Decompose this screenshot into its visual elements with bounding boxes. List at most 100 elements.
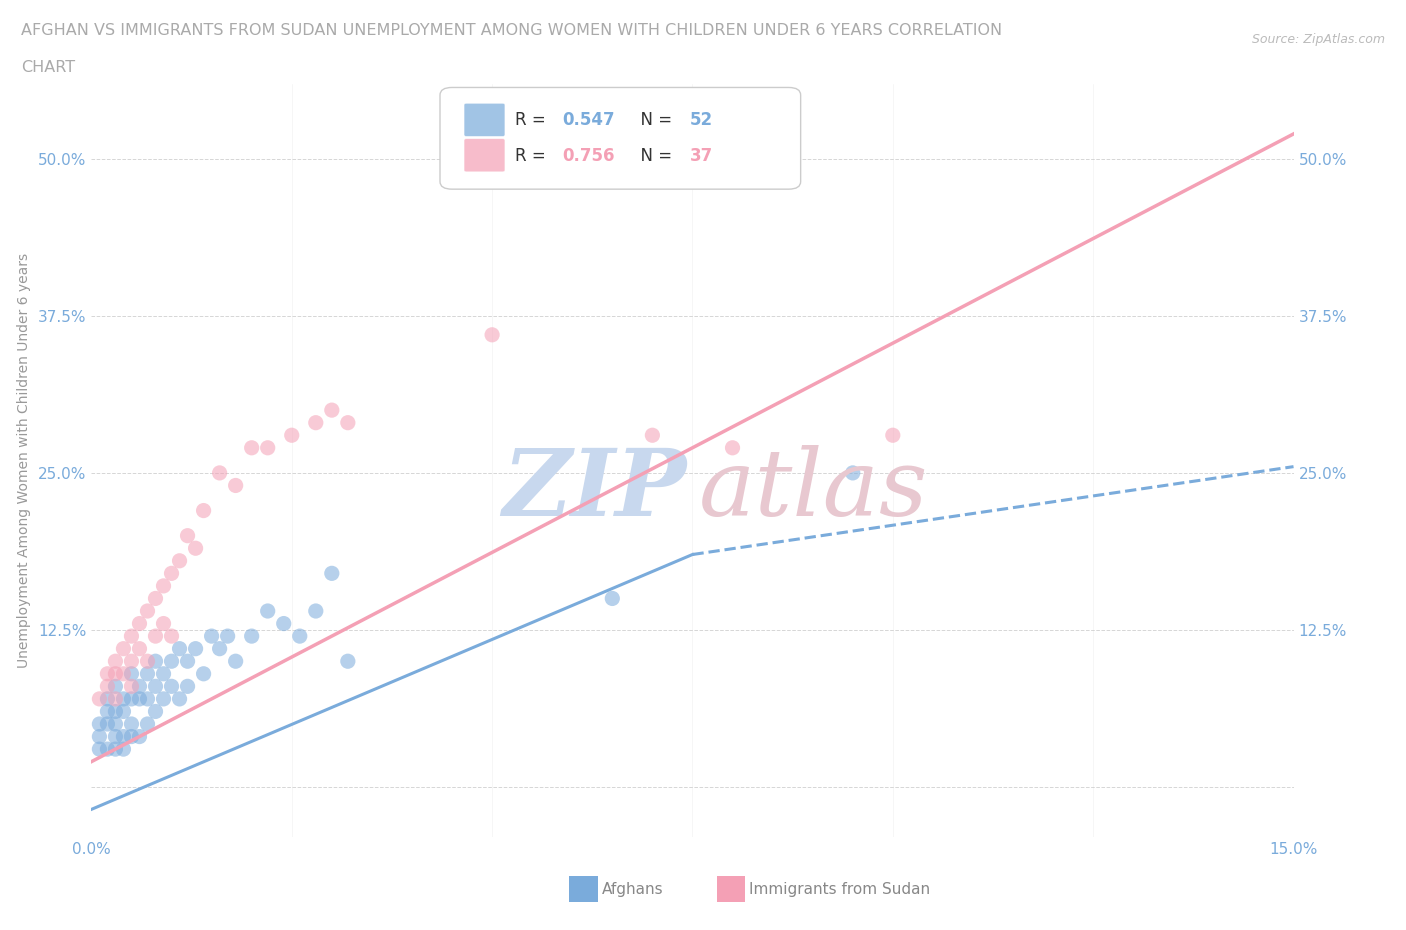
Point	[121, 729, 143, 744]
Point	[112, 704, 135, 719]
Point	[176, 679, 198, 694]
Point	[112, 742, 135, 757]
Point	[89, 716, 111, 731]
Point	[641, 428, 664, 443]
Text: 52: 52	[690, 111, 713, 129]
Point	[104, 654, 127, 669]
Point	[481, 327, 503, 342]
Point	[89, 729, 111, 744]
Point	[184, 540, 207, 555]
Point	[152, 692, 174, 707]
Point	[305, 604, 328, 618]
Point	[201, 629, 224, 644]
Point	[217, 629, 239, 644]
Point	[121, 654, 143, 669]
Point	[193, 666, 215, 681]
Point	[193, 503, 215, 518]
Point	[152, 616, 174, 631]
Point	[240, 629, 263, 644]
Point	[273, 616, 295, 631]
Point	[96, 692, 118, 707]
Point	[152, 666, 174, 681]
Text: R =: R =	[515, 111, 551, 129]
Point	[136, 666, 159, 681]
Point	[225, 654, 247, 669]
Point	[121, 666, 143, 681]
Point	[240, 441, 263, 456]
Point	[136, 654, 159, 669]
Text: Afghans: Afghans	[602, 882, 664, 897]
Point	[112, 729, 135, 744]
Point	[169, 692, 191, 707]
Point	[305, 415, 328, 430]
Point	[145, 629, 167, 644]
Text: 37: 37	[690, 147, 713, 165]
Point	[112, 692, 135, 707]
Point	[160, 565, 183, 580]
Text: atlas: atlas	[699, 445, 928, 536]
Point	[336, 654, 359, 669]
Point	[160, 654, 183, 669]
Point	[160, 679, 183, 694]
Point	[121, 716, 143, 731]
Point	[336, 415, 359, 430]
Point	[145, 654, 167, 669]
Point	[882, 428, 904, 443]
Point	[288, 629, 311, 644]
Point	[169, 553, 191, 568]
Point	[208, 465, 231, 480]
Point	[208, 642, 231, 657]
FancyBboxPatch shape	[440, 87, 800, 189]
Text: 0.547: 0.547	[562, 111, 616, 129]
Text: Immigrants from Sudan: Immigrants from Sudan	[749, 882, 931, 897]
Point	[104, 704, 127, 719]
Text: N =: N =	[630, 111, 678, 129]
Point	[128, 692, 150, 707]
Point	[321, 565, 343, 580]
Point	[176, 654, 198, 669]
Point	[121, 679, 143, 694]
Point	[160, 629, 183, 644]
Point	[128, 642, 150, 657]
Y-axis label: Unemployment Among Women with Children Under 6 years: Unemployment Among Women with Children U…	[17, 253, 31, 668]
Text: AFGHAN VS IMMIGRANTS FROM SUDAN UNEMPLOYMENT AMONG WOMEN WITH CHILDREN UNDER 6 Y: AFGHAN VS IMMIGRANTS FROM SUDAN UNEMPLOY…	[21, 23, 1002, 38]
Text: N =: N =	[630, 147, 678, 165]
FancyBboxPatch shape	[464, 103, 505, 137]
FancyBboxPatch shape	[464, 139, 505, 172]
Point	[96, 666, 118, 681]
Point	[841, 465, 863, 480]
Text: CHART: CHART	[21, 60, 75, 75]
Point	[184, 642, 207, 657]
Point	[169, 642, 191, 657]
Point	[225, 478, 247, 493]
Point	[104, 716, 127, 731]
Point	[721, 441, 744, 456]
Point	[112, 666, 135, 681]
Point	[121, 629, 143, 644]
Point	[104, 692, 127, 707]
Point	[96, 742, 118, 757]
Point	[96, 679, 118, 694]
Point	[128, 679, 150, 694]
Point	[104, 666, 127, 681]
Point	[89, 742, 111, 757]
Text: R =: R =	[515, 147, 551, 165]
Point	[256, 441, 278, 456]
Point	[152, 578, 174, 593]
Point	[96, 704, 118, 719]
Point	[602, 591, 624, 606]
Point	[136, 716, 159, 731]
Point	[136, 604, 159, 618]
Point	[145, 679, 167, 694]
Point	[128, 616, 150, 631]
Point	[104, 729, 127, 744]
Point	[176, 528, 198, 543]
Point	[145, 591, 167, 606]
Point	[128, 729, 150, 744]
Point	[104, 679, 127, 694]
Point	[104, 742, 127, 757]
Point	[136, 692, 159, 707]
Point	[256, 604, 278, 618]
Point	[89, 692, 111, 707]
Text: ZIP: ZIP	[502, 445, 686, 536]
